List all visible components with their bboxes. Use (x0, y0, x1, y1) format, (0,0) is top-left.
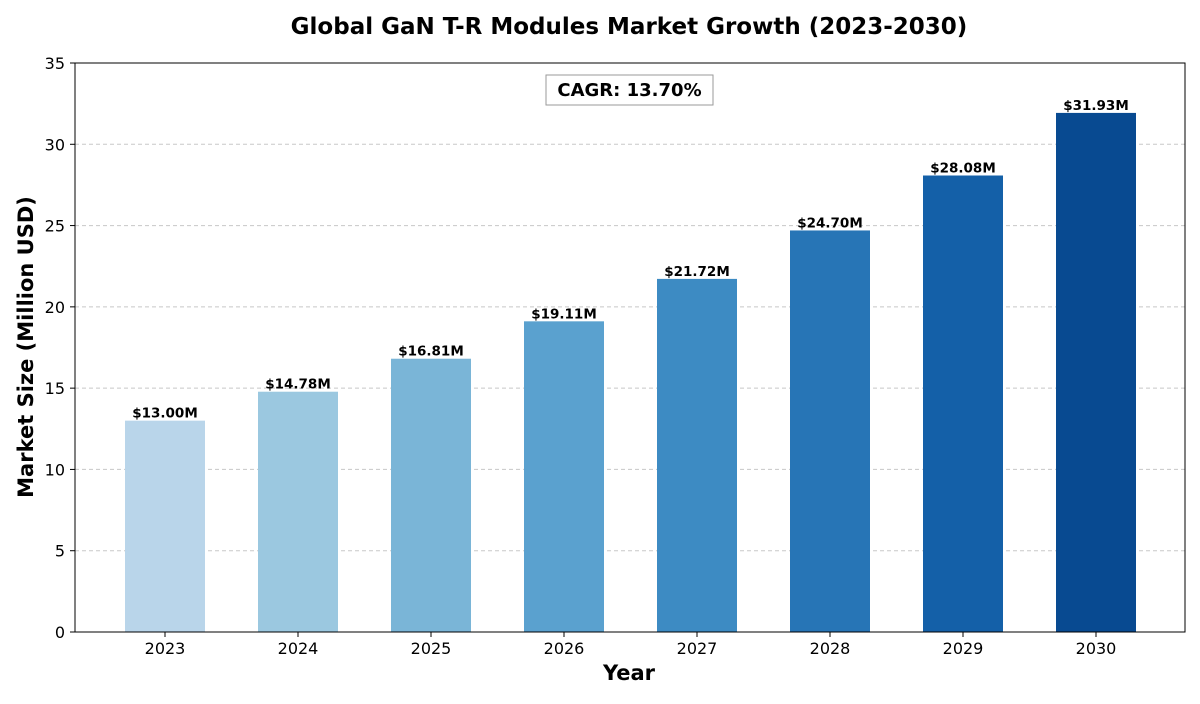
x-tick-label-2023: 2023 (145, 639, 186, 658)
bar-2029 (923, 175, 1003, 632)
y-tick-label: 20 (45, 298, 65, 317)
cagr-annotation-text: CAGR: 13.70% (557, 80, 701, 101)
y-axis-ticks: 0 5 10 15 20 25 30 35 (45, 54, 75, 642)
x-axis-ticks: 2023 2024 2025 2026 2027 2028 2029 2030 (145, 632, 1117, 658)
bar-value-label-2023: $13.00M (132, 406, 198, 422)
bar-value-label-2029: $28.08M (930, 160, 996, 176)
bar-value-labels: $13.00M $14.78M $16.81M $19.11M $21.72M $24.7… (132, 98, 1129, 422)
x-axis-label: Year (602, 661, 656, 685)
grid-lines (75, 143, 1185, 552)
bar-2030 (1056, 112, 1136, 633)
cagr-annotation: CAGR: 13.70% (545, 74, 714, 106)
bar-2028 (790, 230, 870, 632)
bars (125, 112, 1136, 633)
x-tick-label-2027: 2027 (677, 639, 718, 658)
bar-value-label-2025: $16.81M (398, 344, 464, 360)
x-tick-label-2026: 2026 (544, 639, 585, 658)
y-tick-label: 35 (45, 54, 65, 73)
chart-title: Global GaN T-R Modules Market Growth (20… (291, 14, 968, 40)
cagr-annotation-box (545, 74, 714, 106)
bar-value-label-2028: $24.70M (797, 215, 863, 231)
bar-value-label-2030: $31.93M (1063, 98, 1129, 114)
x-tick-label-2028: 2028 (810, 639, 851, 658)
bar-value-label-2027: $21.72M (664, 264, 730, 280)
x-tick-label-2029: 2029 (943, 639, 984, 658)
bar-2027 (657, 278, 737, 632)
x-tick-label-2024: 2024 (278, 639, 319, 658)
x-tick-label-2025: 2025 (411, 639, 452, 658)
y-tick-label: 30 (45, 135, 65, 154)
y-tick-label: 15 (45, 379, 65, 398)
bar-2025 (391, 358, 471, 632)
y-tick-label: 0 (55, 623, 65, 642)
y-tick-label: 10 (45, 460, 65, 479)
bar-2026 (524, 321, 604, 632)
bar-value-label-2024: $14.78M (265, 377, 331, 393)
plot-frame (74, 62, 1186, 633)
bar-2023 (125, 420, 205, 632)
bar-value-label-2026: $19.11M (531, 306, 597, 322)
y-tick-label: 5 (55, 542, 65, 561)
y-tick-label: 25 (45, 217, 65, 236)
bar-2024 (258, 391, 338, 632)
x-tick-label-2030: 2030 (1076, 639, 1117, 658)
y-axis-label: Market Size (Million USD) (14, 196, 38, 498)
